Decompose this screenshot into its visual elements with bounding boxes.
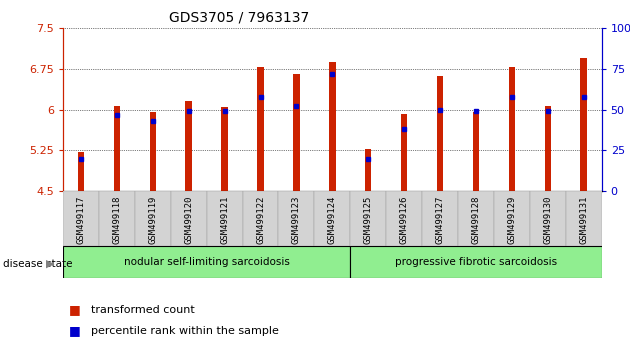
Bar bbox=[113, 106, 120, 191]
Bar bbox=[458, 191, 494, 246]
Bar bbox=[63, 246, 350, 278]
Text: ▶: ▶ bbox=[47, 259, 55, 269]
Text: disease state: disease state bbox=[3, 259, 72, 269]
Bar bbox=[257, 67, 264, 191]
Text: GSM499126: GSM499126 bbox=[399, 195, 409, 244]
Text: GSM499131: GSM499131 bbox=[579, 195, 588, 244]
Text: ■: ■ bbox=[69, 303, 81, 316]
Bar bbox=[530, 191, 566, 246]
Text: GSM499125: GSM499125 bbox=[364, 195, 373, 244]
Text: ■: ■ bbox=[69, 325, 81, 337]
Text: GSM499122: GSM499122 bbox=[256, 195, 265, 244]
Bar bbox=[243, 191, 278, 246]
Text: GSM499129: GSM499129 bbox=[507, 195, 517, 244]
Bar bbox=[77, 152, 84, 191]
Text: GSM499127: GSM499127 bbox=[435, 195, 445, 244]
Text: GSM499128: GSM499128 bbox=[471, 195, 481, 244]
Bar bbox=[149, 113, 156, 191]
Bar bbox=[508, 67, 515, 191]
Bar bbox=[437, 76, 444, 191]
Bar bbox=[314, 191, 350, 246]
Text: GSM499120: GSM499120 bbox=[184, 195, 193, 244]
Bar bbox=[365, 149, 372, 191]
Bar bbox=[63, 191, 99, 246]
Text: GSM499118: GSM499118 bbox=[112, 195, 122, 244]
Bar bbox=[494, 191, 530, 246]
Bar bbox=[278, 191, 314, 246]
Text: nodular self-limiting sarcoidosis: nodular self-limiting sarcoidosis bbox=[123, 257, 290, 267]
Text: GSM499117: GSM499117 bbox=[76, 195, 86, 244]
Bar bbox=[580, 58, 587, 191]
Text: GSM499130: GSM499130 bbox=[543, 195, 553, 244]
Bar bbox=[350, 191, 386, 246]
Bar bbox=[207, 191, 243, 246]
Bar bbox=[566, 191, 602, 246]
Text: percentile rank within the sample: percentile rank within the sample bbox=[91, 326, 279, 336]
Bar bbox=[472, 113, 479, 191]
Bar bbox=[401, 114, 408, 191]
Text: GSM499123: GSM499123 bbox=[292, 195, 301, 244]
Text: GDS3705 / 7963137: GDS3705 / 7963137 bbox=[169, 11, 309, 25]
Bar bbox=[350, 246, 602, 278]
Bar bbox=[329, 62, 336, 191]
Text: GSM499121: GSM499121 bbox=[220, 195, 229, 244]
Text: GSM499124: GSM499124 bbox=[328, 195, 337, 244]
Text: progressive fibrotic sarcoidosis: progressive fibrotic sarcoidosis bbox=[395, 257, 557, 267]
Bar bbox=[544, 107, 551, 191]
Bar bbox=[293, 74, 300, 191]
Bar bbox=[99, 191, 135, 246]
Bar bbox=[135, 191, 171, 246]
Text: transformed count: transformed count bbox=[91, 305, 195, 315]
Text: GSM499119: GSM499119 bbox=[148, 195, 158, 244]
Bar bbox=[185, 101, 192, 191]
Bar bbox=[221, 107, 228, 191]
Bar bbox=[422, 191, 458, 246]
Bar bbox=[386, 191, 422, 246]
Bar bbox=[171, 191, 207, 246]
